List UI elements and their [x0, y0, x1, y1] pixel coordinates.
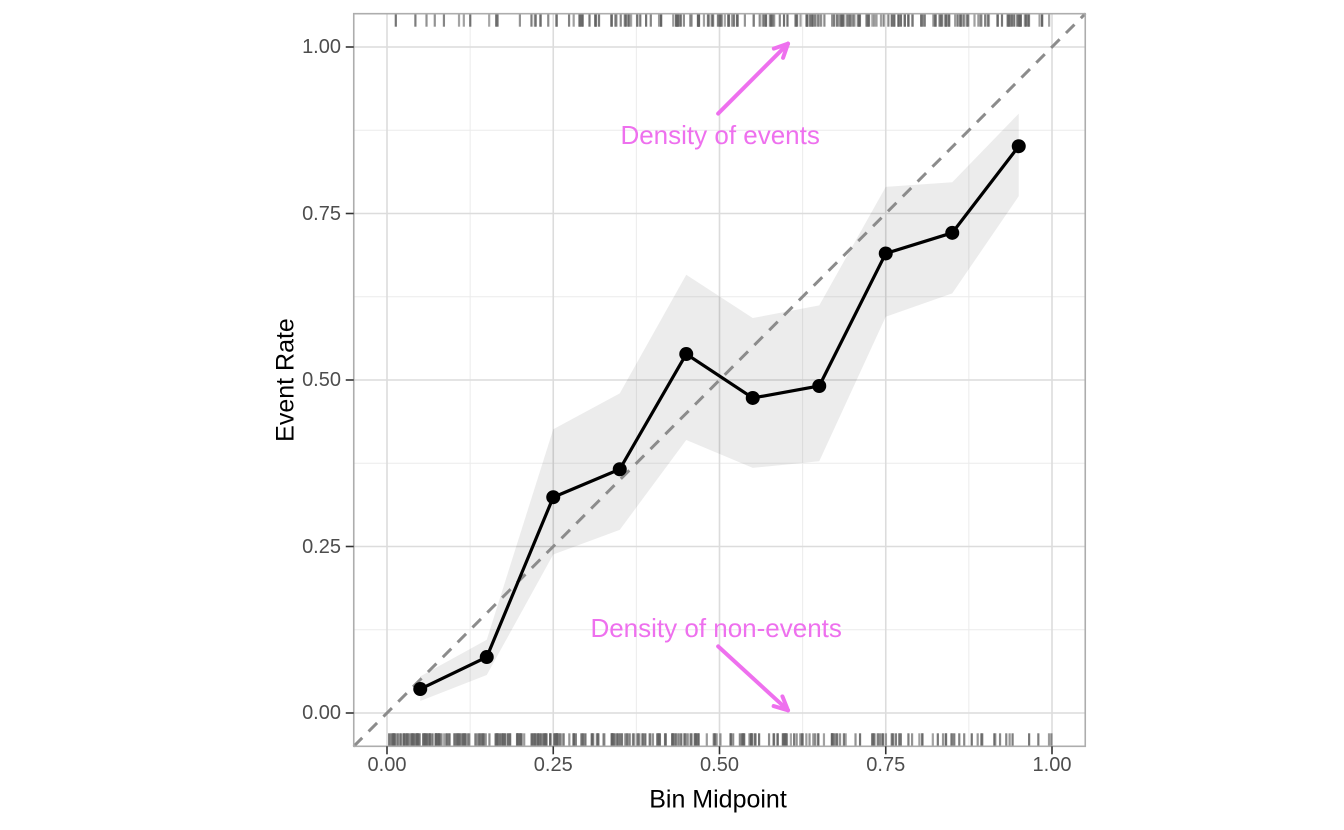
y-tick-label: 0.25 — [302, 535, 341, 558]
x-tick-label: 0.00 — [367, 754, 407, 776]
annotation-arrows — [716, 41, 790, 713]
x-tick-label: 0.75 — [866, 754, 906, 776]
y-tick-label: 0.75 — [302, 202, 341, 225]
annotation-density-of-non-events: Density of non-events — [590, 612, 842, 643]
gridlines-major — [353, 13, 1086, 747]
axis-tick-marks — [345, 46, 1053, 755]
y-tick-label: 0.00 — [302, 702, 341, 724]
calibration-points — [413, 139, 1026, 697]
events-rug — [394, 13, 1051, 27]
x-tick-label: 1.00 — [1032, 754, 1072, 776]
confidence-ribbon — [420, 113, 1019, 702]
x-tick-label: 0.50 — [700, 754, 739, 776]
y-axis-title: Event Rate — [271, 318, 300, 442]
annotation-density-of-events: Density of events — [620, 119, 820, 150]
y-tick-label: 0.50 — [302, 369, 341, 391]
x-axis-title: Bin Midpoint — [649, 785, 787, 814]
y-tick-label: 1.00 — [302, 36, 341, 58]
calibration-curve — [419, 145, 1021, 691]
non-events-rug — [388, 733, 1053, 747]
identity-reference-line — [352, 12, 1087, 748]
x-tick-label: 0.25 — [533, 754, 573, 776]
